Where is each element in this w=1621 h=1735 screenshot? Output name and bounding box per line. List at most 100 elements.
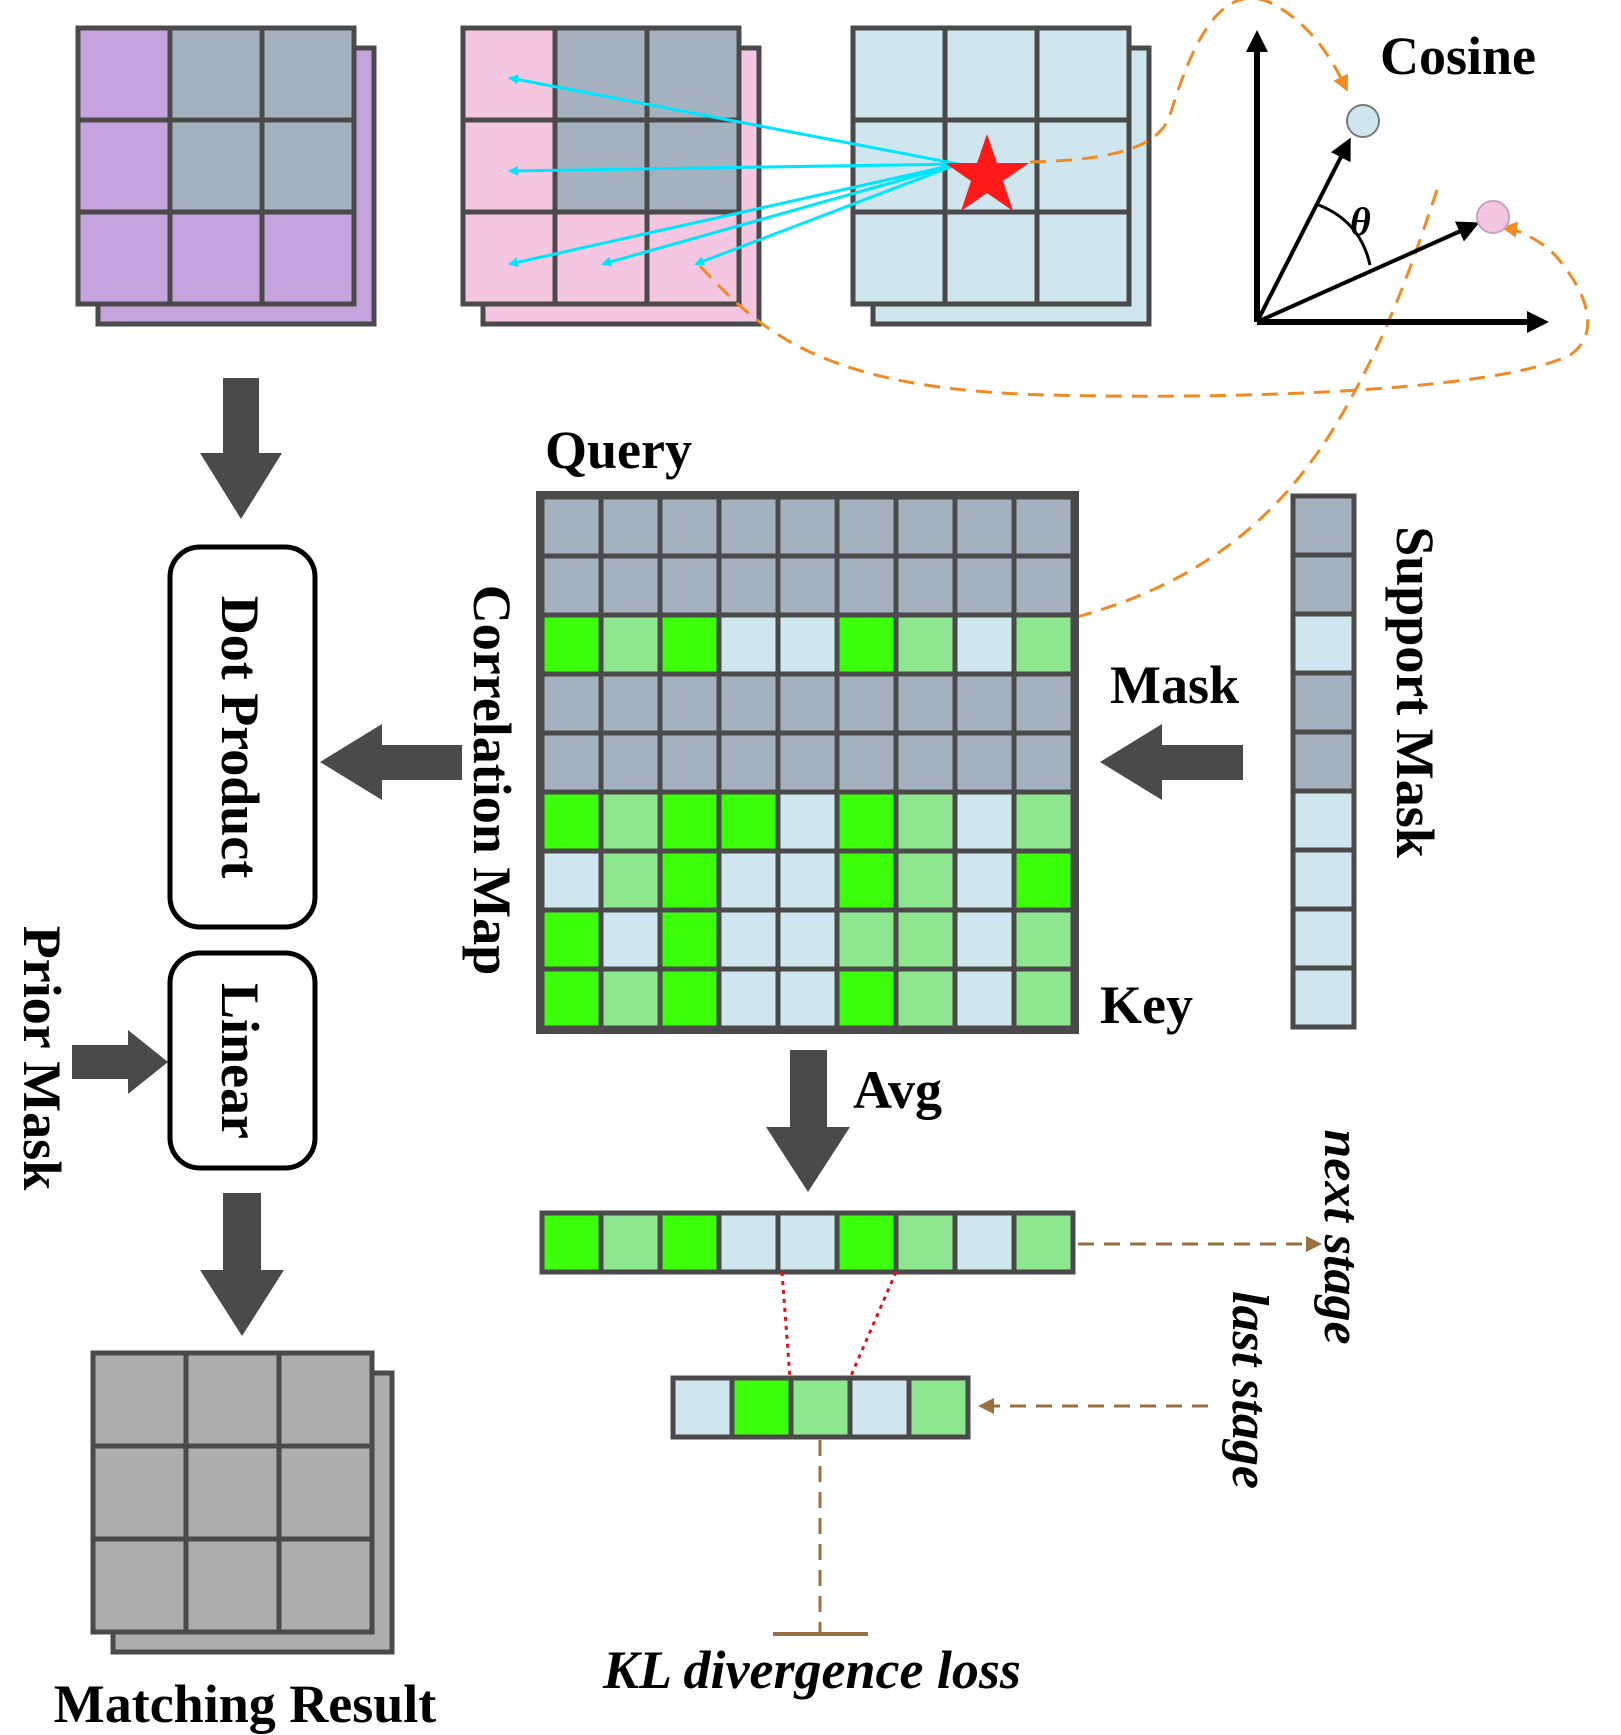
next-stage-label: next stage (1313, 1129, 1370, 1344)
grid-cell (552, 25, 650, 123)
avg-cell (893, 1210, 958, 1275)
correlation-cell (539, 848, 604, 913)
correlation-cell (1011, 612, 1076, 677)
grid-cell (167, 117, 265, 215)
correlation-cell (1011, 671, 1076, 736)
grid-cell (850, 25, 948, 123)
support-mask-cell (1290, 729, 1357, 794)
avg-cell (539, 1210, 604, 1275)
avg-cell (1011, 1210, 1076, 1275)
correlation-cell (598, 966, 663, 1031)
correlation-cell (598, 789, 663, 854)
grid-cell (259, 25, 357, 123)
correlation-cell (598, 730, 663, 795)
prior-mask-label: Prior Mask (12, 926, 72, 1190)
left-arrow-correlation (320, 724, 462, 800)
correlation-cell (952, 907, 1017, 972)
correlation-cell (893, 789, 958, 854)
correlation-cell (893, 966, 958, 1031)
avg-cell (952, 1210, 1017, 1275)
correlation-cell (893, 553, 958, 618)
correlation-map-label: Correlation Map (462, 585, 522, 975)
stage-arrows (818, 1236, 1322, 1632)
correlation-cell (952, 730, 1017, 795)
support-mask-cell (1290, 847, 1357, 912)
correlation-cell (716, 494, 781, 559)
correlation-cell (893, 612, 958, 677)
grid-cell (942, 25, 1040, 123)
avg-cell (598, 1210, 663, 1275)
pink-feature-grid (460, 25, 762, 327)
matching-result-grid (90, 1350, 395, 1655)
dot-product-label: Dot Product (210, 596, 270, 878)
correlation-cell (539, 553, 604, 618)
correlation-cell (716, 730, 781, 795)
correlation-cell (834, 494, 899, 559)
correlation-cell (657, 494, 722, 559)
down-arrow-top-left (200, 378, 282, 519)
last-stage-row (670, 1375, 971, 1440)
correlation-cell (1011, 789, 1076, 854)
avg-cell (657, 1210, 722, 1275)
correlation-cell (1011, 553, 1076, 618)
grid-cell (75, 209, 173, 307)
correlation-cell (893, 907, 958, 972)
correlation-cell (539, 966, 604, 1031)
correlation-cell (539, 730, 604, 795)
grid-cell (276, 1536, 375, 1635)
correlation-cell (775, 730, 840, 795)
grid-cell (167, 25, 265, 123)
correlation-cell (716, 907, 781, 972)
grid-cell (1034, 209, 1132, 307)
last-stage-cell (670, 1375, 735, 1440)
linear-label: Linear (210, 983, 270, 1139)
right-arrow-prior-mask (72, 1030, 168, 1094)
grid-cell (552, 209, 650, 307)
correlation-cell (716, 789, 781, 854)
correlation-cell (775, 966, 840, 1031)
correlation-cell (952, 553, 1017, 618)
correlation-cell (716, 966, 781, 1031)
correlation-cell (775, 907, 840, 972)
correlation-cell (834, 553, 899, 618)
correlation-cell (539, 907, 604, 972)
correlation-cell (657, 612, 722, 677)
correlation-cell (598, 907, 663, 972)
correlation-cell (775, 612, 840, 677)
grid-cell (460, 117, 558, 215)
correlation-cell (657, 553, 722, 618)
correlation-cell (775, 553, 840, 618)
correlation-cell (539, 612, 604, 677)
cyan-similarity-arrows (508, 74, 959, 268)
avg-cell (775, 1210, 840, 1275)
avg-label: Avg (853, 1060, 942, 1120)
correlation-cell (775, 848, 840, 913)
linear-box (167, 950, 318, 1171)
correlation-cell (657, 671, 722, 736)
red-dotted-links (780, 1271, 898, 1379)
correlation-cell (716, 553, 781, 618)
correlation-cell (598, 612, 663, 677)
mask-label: Mask (1110, 655, 1239, 715)
grid-cell (183, 1443, 282, 1542)
correlation-cell (834, 730, 899, 795)
grid-cell (259, 117, 357, 215)
correlation-cell (952, 671, 1017, 736)
correlation-cell (598, 494, 663, 559)
correlation-cell (539, 671, 604, 736)
down-arrow-result (200, 1193, 284, 1336)
correlation-map-border (536, 491, 1079, 1034)
key-label: Key (1100, 975, 1193, 1035)
theta-label: θ (1350, 199, 1371, 244)
correlation-cell (1011, 907, 1076, 972)
grid-cell (75, 25, 173, 123)
avg-cell (834, 1210, 899, 1275)
correlation-cell (775, 671, 840, 736)
correlation-cell (952, 789, 1017, 854)
last-stage-cell (906, 1375, 971, 1440)
correlation-cell (1011, 966, 1076, 1031)
pink-point-icon (1476, 200, 1510, 234)
correlation-cell (952, 494, 1017, 559)
support-mask-cell (1290, 611, 1357, 676)
grid-cell (167, 209, 265, 307)
